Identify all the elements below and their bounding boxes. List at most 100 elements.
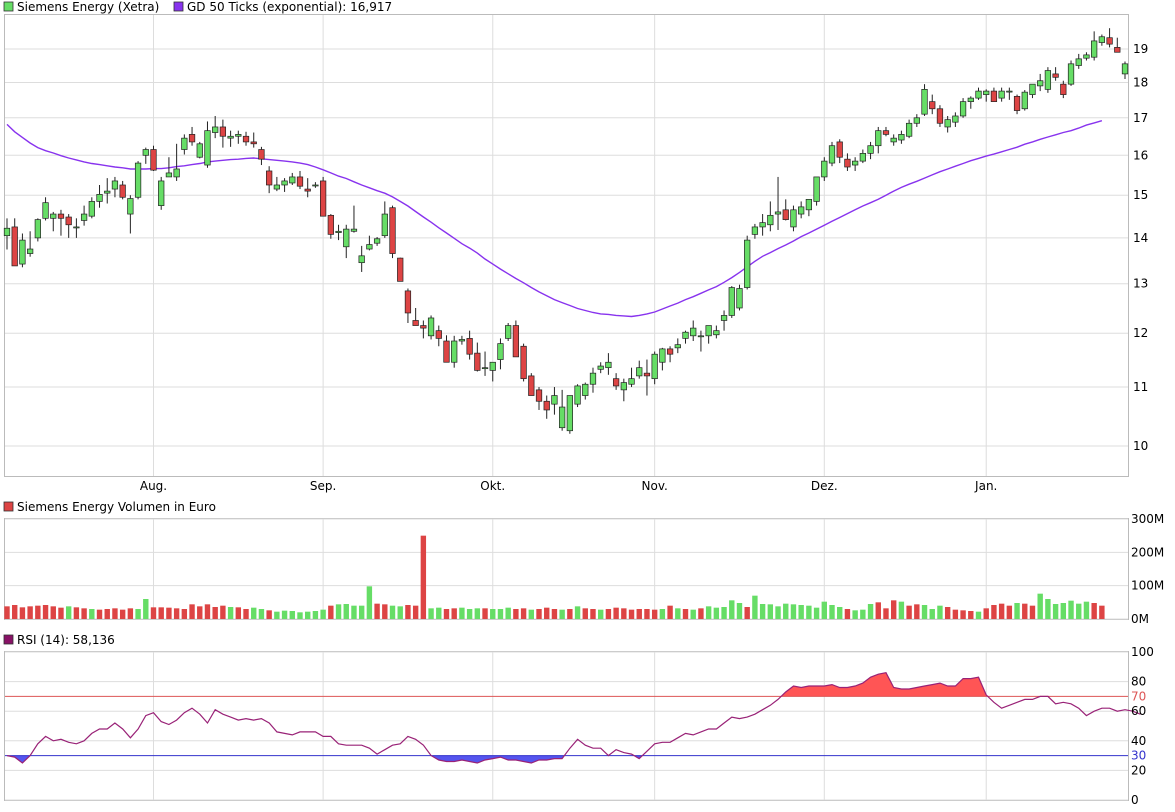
candle-body xyxy=(266,170,273,186)
candle-body xyxy=(343,228,350,248)
volume-bar xyxy=(759,604,766,619)
candle-body xyxy=(913,117,920,124)
volume-bar xyxy=(682,609,689,619)
volume-panel: 0M 100M 200M 300M Siemens Energy Volumen in… xyxy=(3,500,1164,626)
volume-bar xyxy=(544,607,550,619)
price-y-tick-label: 16 xyxy=(1133,148,1148,162)
candle-body xyxy=(1013,95,1021,111)
volume-bar xyxy=(929,609,935,619)
volume-bar xyxy=(960,610,966,619)
candle-body xyxy=(327,214,334,235)
candle-body xyxy=(1075,58,1082,66)
candle-body xyxy=(551,395,558,405)
candle-body xyxy=(512,325,520,358)
ma50-line xyxy=(6,120,1103,318)
candle-body xyxy=(219,126,227,137)
candle-body xyxy=(813,176,820,202)
volume-panel-frame xyxy=(4,518,1129,620)
volume-bar xyxy=(466,609,473,619)
volume-bars xyxy=(4,535,1105,619)
volume-bar xyxy=(274,611,280,619)
candle-body xyxy=(983,90,990,95)
candle-body xyxy=(597,365,604,370)
candle-body xyxy=(589,372,597,385)
price-panel: 10 11 12 13 14 15 16 17 18 19 Aug. Sep. Okt. Nov. Dez… xyxy=(3,0,1148,493)
candle-body xyxy=(566,395,573,432)
candle-body xyxy=(666,348,674,355)
rsi-y-tick-label: 20 xyxy=(1131,763,1146,777)
candle-body xyxy=(27,248,34,254)
rsi-y-axis: 0 20 40 60 80 100 xyxy=(1131,645,1154,807)
price-y-tick-label: 15 xyxy=(1133,188,1148,202)
candle-body xyxy=(659,348,666,363)
candle-body xyxy=(528,375,535,396)
volume-bar xyxy=(968,611,974,619)
volume-bar xyxy=(27,606,33,619)
volume-bar xyxy=(474,608,481,619)
volume-bar xyxy=(366,586,373,619)
candle-body xyxy=(882,130,890,135)
candle-body xyxy=(296,176,304,187)
volume-y-tick-label: 0M xyxy=(1131,612,1149,626)
candle-body xyxy=(389,207,396,254)
volume-bar xyxy=(1083,601,1090,619)
volume-bar xyxy=(613,607,619,619)
volume-bar xyxy=(289,611,295,619)
candle-body xyxy=(1098,36,1105,43)
candle-body xyxy=(212,126,219,133)
candle-body xyxy=(967,97,974,102)
ma-legend-swatch xyxy=(173,1,184,12)
volume-bar xyxy=(559,609,565,619)
candle-body xyxy=(559,406,566,429)
volume-bar xyxy=(173,608,180,619)
candle-body xyxy=(1052,73,1059,78)
candle-body xyxy=(1060,83,1067,95)
volume-bar xyxy=(567,609,573,619)
candle-body xyxy=(990,90,998,102)
candle-body xyxy=(312,184,319,187)
candle-body xyxy=(73,226,80,229)
volume-bar xyxy=(883,608,889,619)
price-y-tick-label: 19 xyxy=(1133,42,1148,56)
volume-bar xyxy=(374,603,380,619)
volume-bar xyxy=(1076,603,1082,619)
candle-body xyxy=(273,184,280,190)
candle-body xyxy=(420,325,427,329)
candle-body xyxy=(304,188,311,192)
candle-body xyxy=(713,330,720,336)
candle-body xyxy=(289,176,296,184)
volume-bar xyxy=(698,608,704,619)
candle-body xyxy=(204,130,211,166)
rsi-reference-label-70: 70 xyxy=(1131,689,1146,703)
volume-bar xyxy=(852,610,858,619)
volume-bar xyxy=(212,607,218,619)
volume-bar xyxy=(104,609,110,619)
candle-body xyxy=(905,122,913,137)
volume-y-axis: 0M 100M 200M 300M xyxy=(1131,512,1164,626)
volume-bar xyxy=(551,609,558,619)
volume-bar xyxy=(505,607,511,619)
volume-bar xyxy=(651,609,658,619)
candle-body xyxy=(142,149,149,156)
volume-bar xyxy=(775,606,781,619)
candle-body xyxy=(582,383,589,396)
candle-body xyxy=(88,201,95,217)
volume-bar xyxy=(906,605,912,619)
candle-body xyxy=(335,230,342,233)
candlesticks xyxy=(3,28,1129,434)
price-x-axis: Aug. Sep. Okt. Nov. Dez. Jan. xyxy=(140,479,997,493)
candle-body xyxy=(250,141,257,145)
volume-bar xyxy=(829,605,835,619)
candle-body xyxy=(751,226,759,235)
price-panel-frame xyxy=(4,14,1129,477)
rsi-y-tick-label: 40 xyxy=(1131,734,1146,748)
candle-body xyxy=(628,378,635,385)
ma-legend-label: GD 50 Ticks (exponential): 16,917 xyxy=(187,0,392,14)
candle-body xyxy=(188,134,196,143)
volume-bar xyxy=(428,608,434,619)
candle-body xyxy=(828,145,836,164)
volume-bar xyxy=(952,609,959,619)
volume-bar xyxy=(736,603,743,619)
candle-body xyxy=(373,238,381,244)
price-y-tick-label: 12 xyxy=(1133,326,1148,340)
